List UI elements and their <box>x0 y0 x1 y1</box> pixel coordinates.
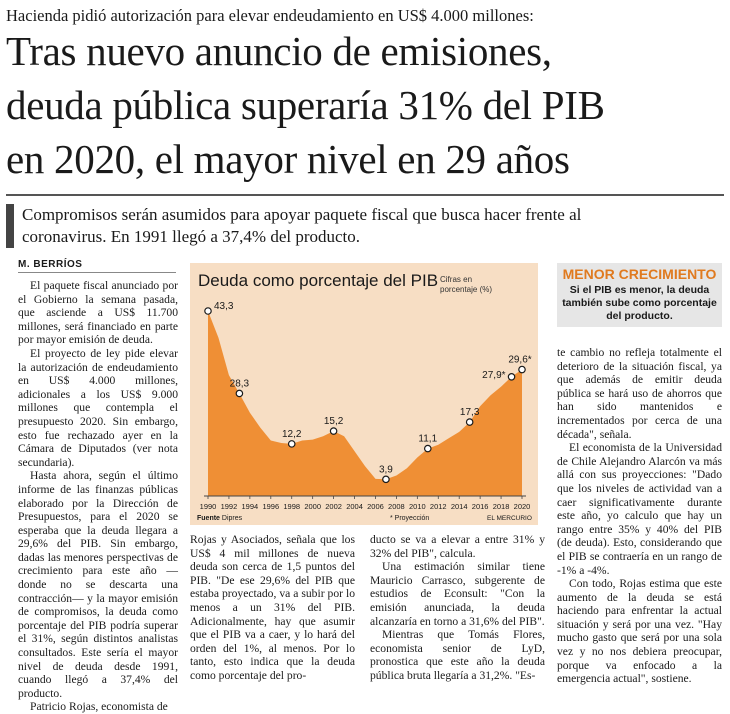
byline: M. BERRÍOS <box>18 259 83 270</box>
paragraph: El proyecto de ley pide elevar la autori… <box>18 346 178 469</box>
chart-title: Deuda como porcentaje del PIB <box>198 271 439 290</box>
paragraph: Hasta ahora, según el último informe de … <box>18 469 178 700</box>
x-tick-label: 2020 <box>514 502 531 511</box>
x-tick-label: 2018 <box>493 502 510 511</box>
article-column-3: ducto se va a elevar a entre 31% y 32% d… <box>370 533 545 683</box>
data-label: 29,6* <box>508 355 531 366</box>
headline-line-2: deuda pública superaría 31% del PIB <box>6 82 605 128</box>
x-tick-label: 2006 <box>367 502 384 511</box>
x-tick-label: 2004 <box>346 502 363 511</box>
kicker: Hacienda pidió autorización para elevar … <box>6 6 534 25</box>
data-point <box>287 440 296 448</box>
x-tick-label: 1992 <box>221 502 238 511</box>
data-point <box>329 427 338 435</box>
subhead-bar <box>6 204 14 248</box>
x-tick-label: 2016 <box>472 502 489 511</box>
x-tick-label: 2008 <box>388 502 405 511</box>
data-label: 17,3 <box>460 407 480 418</box>
paragraph: Con todo, Rojas estima que este aumento … <box>557 577 722 686</box>
debt-chart: 1990 1992 1994 1996 1998 2000 2002 2004 2006 2008… <box>200 301 532 511</box>
chart-source-value: Dipres <box>221 515 243 522</box>
article-column-1: El paquete fiscal anunciado por el Gobie… <box>18 279 178 714</box>
article-column-2: Rojas y Asociados, señala que los US$ 4 … <box>190 533 355 683</box>
chart-units: Cifras en porcentaje (%) <box>440 275 510 295</box>
headline-line-1: Tras nuevo anuncio de emisiones, <box>6 28 552 74</box>
paragraph: El paquete fiscal anunciado por el Gobie… <box>18 279 178 347</box>
subhead-line-2: coronavirus. En 1991 llegó a 37,4% del p… <box>22 227 361 246</box>
headline-rule <box>6 194 724 196</box>
data-point <box>204 307 212 315</box>
paragraph: ducto se va a elevar a entre 31% y 32% d… <box>370 533 545 560</box>
data-point <box>507 372 516 381</box>
data-label: 3,9 <box>379 464 393 475</box>
debt-area <box>208 311 522 496</box>
data-label: 27,9* <box>482 370 505 381</box>
x-tick-label: 2010 <box>409 502 426 511</box>
headline-line-3: en 2020, el mayor nivel en 29 años <box>6 136 570 182</box>
byline-rule <box>18 272 176 273</box>
data-label: 15,2 <box>324 416 344 427</box>
x-tick-label: 1996 <box>262 502 279 511</box>
x-tick-label: 1994 <box>242 502 259 511</box>
chart-source-label: Fuente <box>197 515 220 522</box>
paragraph: Mientras que Tomás Flores, economista se… <box>370 628 545 682</box>
sidebox-text: Si el PIB es menor, la deuda también sub… <box>562 284 717 322</box>
chart-brand: EL MERCURIO <box>487 515 532 522</box>
data-label: 43,3 <box>214 301 234 312</box>
data-point <box>382 475 390 484</box>
chart-units-text: Cifras en porcentaje (%) <box>440 275 493 294</box>
sidebox-title: MENOR CRECIMIENTO <box>562 266 717 282</box>
article-column-4: te cambio no refleja totalmente el deter… <box>557 346 722 686</box>
x-tick-label: 2014 <box>451 502 468 511</box>
subhead-line-1: Compromisos serán asumidos para apoyar p… <box>22 205 582 224</box>
data-label: 11,1 <box>418 434 437 445</box>
data-label: 28,3 <box>230 378 250 389</box>
paragraph: Patricio Rojas, economista de <box>30 700 168 714</box>
paragraph: El economista de la Universidad de Chile… <box>557 441 722 577</box>
paragraph: Rojas y Asociados, señala que los US$ 4 … <box>190 533 355 682</box>
sidebox <box>557 263 722 327</box>
data-point <box>518 365 526 374</box>
chart-source: Fuente Dipres <box>197 515 242 522</box>
x-tick-label: 1998 <box>283 502 300 511</box>
data-point <box>424 444 432 453</box>
paragraph: Una estimación similar tiene Mauricio Ca… <box>370 560 545 628</box>
x-tick-label: 2012 <box>430 502 447 511</box>
paragraph: te cambio no refleja totalmente el deter… <box>557 346 722 441</box>
data-point <box>465 418 474 426</box>
data-label: 12,2 <box>282 429 302 440</box>
x-tick-label: 1990 <box>200 502 217 511</box>
data-point <box>235 389 244 398</box>
chart-projection-note: * Proyección <box>390 515 430 522</box>
x-tick-label: 2000 <box>304 502 321 511</box>
x-tick-label: 2002 <box>325 502 342 511</box>
